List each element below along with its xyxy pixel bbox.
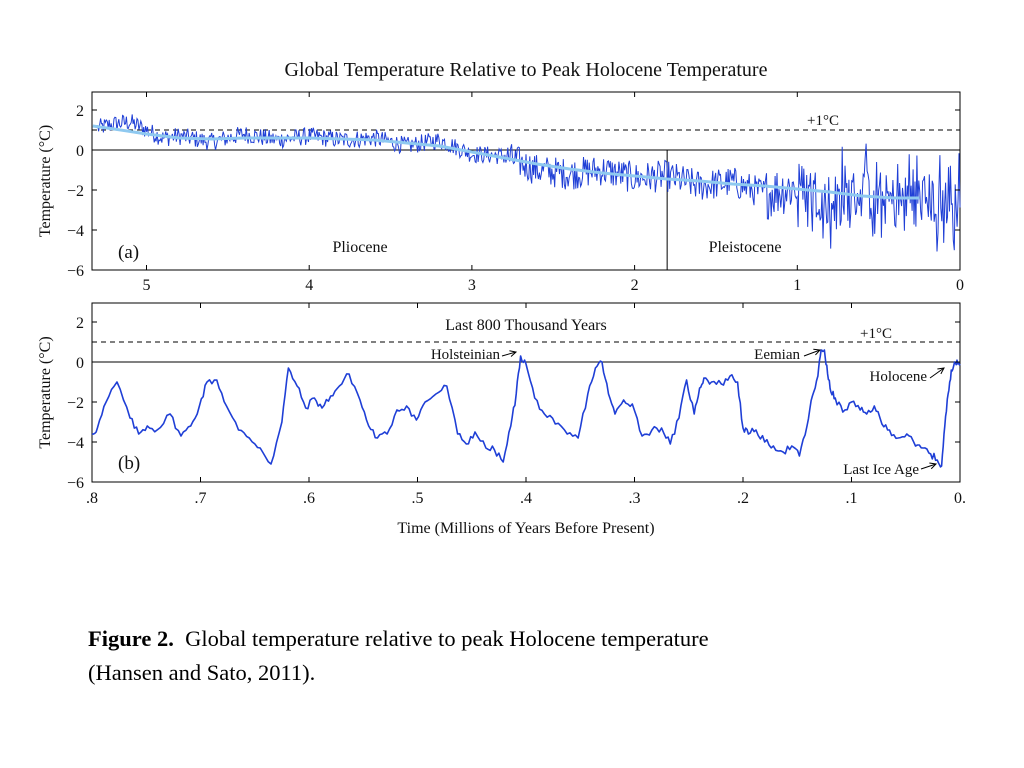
- panel-a-x-tick-label: 0: [956, 277, 964, 294]
- panel-a-y-tick-label: 2: [76, 103, 84, 120]
- panel-b-x-tick-label: .5: [412, 490, 424, 507]
- panel-b-y-tick-label: 0: [76, 355, 84, 372]
- annotation-label: Holocene: [870, 369, 928, 385]
- pliocene-label: Pliocene: [332, 239, 387, 256]
- annotation-arrowhead: [929, 462, 938, 470]
- figure: Global Temperature Relative to Peak Holo…: [37, 59, 966, 537]
- panel-b-y-tick-label: 2: [76, 315, 84, 332]
- annotation-arrowhead: [937, 367, 945, 375]
- panel-a-raw-line: [97, 114, 961, 252]
- panel-b-label: (b): [118, 453, 140, 474]
- annotation-label: Last Ice Age: [843, 462, 919, 478]
- panel-a-raw-series: [97, 114, 961, 252]
- panel-a-label: (a): [118, 242, 139, 263]
- panel-a-y-tick-label: 0: [76, 143, 84, 160]
- annotation-arrow: [920, 463, 937, 470]
- panel-a-x-tick-label: 3: [468, 277, 476, 294]
- panel-a-x-tick-label: 2: [631, 277, 639, 294]
- chart-title: Global Temperature Relative to Peak Holo…: [285, 59, 768, 81]
- panel-a-x-ticks: 5 4 3 2 1 0: [143, 92, 964, 294]
- panel-b-series: [91, 349, 961, 468]
- annotation-arrowhead: [813, 348, 822, 356]
- panel-a-x-tick-label: 5: [143, 277, 151, 294]
- annotation-arrowhead: [509, 350, 518, 357]
- panel-b-reference-label: +1°C: [860, 326, 892, 342]
- panel-b-x-tick-label: .2: [737, 490, 749, 507]
- panel-b-x-tick-label: .6: [303, 490, 315, 507]
- panel-b-x-tick-label: 0.: [954, 490, 966, 507]
- caption-text: Global temperature relative to peak Holo…: [185, 626, 709, 651]
- caption-label: Figure 2.: [88, 626, 174, 651]
- panel-a-smooth-line: [92, 124, 920, 200]
- panel-b-annotations: Holsteinian Eemian Holocene Last Ice Age: [431, 347, 945, 478]
- annotation-arrow: [803, 349, 821, 357]
- pleistocene-label: Pleistocene: [709, 239, 782, 256]
- panel-b-y-tick-label: −2: [67, 395, 84, 412]
- panel-a-y-tick-label: −2: [67, 183, 84, 200]
- panel-b-x-tick-label: .3: [629, 490, 641, 507]
- panel-b-x-tick-label: .4: [520, 490, 532, 507]
- panel-a-x-tick-label: 1: [793, 277, 801, 294]
- figure-caption: Figure 2. Global temperature relative to…: [88, 622, 948, 690]
- panel-b-y-axis-label: Temperature (°C): [37, 336, 54, 448]
- annotation-label: Holsteinian: [431, 347, 501, 363]
- panel-b-reference-lines: [92, 341, 960, 363]
- annotation-arrow: [501, 351, 517, 357]
- caption-citation: (Hansen and Sato, 2011).: [88, 660, 316, 685]
- panel-b-x-tick-label: .1: [846, 490, 858, 507]
- panel-a-smooth-series: [92, 124, 920, 200]
- panel-b-subtitle: Last 800 Thousand Years: [445, 317, 606, 334]
- panel-b-line: [91, 349, 961, 468]
- panel-a-y-ticks: 2 0 −2 −4 −6: [67, 103, 960, 280]
- panel-b-x-ticks: .8 .7 .6 .5 .4 .3 .2 .1 0.: [86, 303, 966, 507]
- panel-a-y-axis-label: Temperature (°C): [37, 125, 54, 237]
- panel-a-x-tick-label: 4: [305, 277, 313, 294]
- panel-b: 2 0 −2 −4 −6 .8 .7 .6 .5 .4 .3 .2 .1 0. Temperature …: [37, 302, 966, 537]
- panel-a-reference-label: +1°C: [807, 113, 839, 129]
- panel-a-y-tick-label: −4: [67, 223, 84, 240]
- panel-b-x-tick-label: .8: [86, 490, 98, 507]
- x-axis-label: Time (Millions of Years Before Present): [397, 520, 654, 537]
- panel-b-y-ticks: 2 0 −2 −4 −6: [67, 315, 960, 492]
- panel-a-y-tick-label: −6: [67, 263, 84, 280]
- annotation-label: Eemian: [754, 347, 800, 363]
- panel-b-y-tick-label: −4: [67, 435, 84, 452]
- annotation-arrow: [929, 367, 945, 379]
- panel-b-x-tick-label: .7: [195, 490, 207, 507]
- panel-b-y-tick-label: −6: [67, 475, 84, 492]
- panel-a: 2 0 −2 −4 −6 5 4 3 2 1 0 Temperature (°C) (a) +1°…: [37, 91, 964, 294]
